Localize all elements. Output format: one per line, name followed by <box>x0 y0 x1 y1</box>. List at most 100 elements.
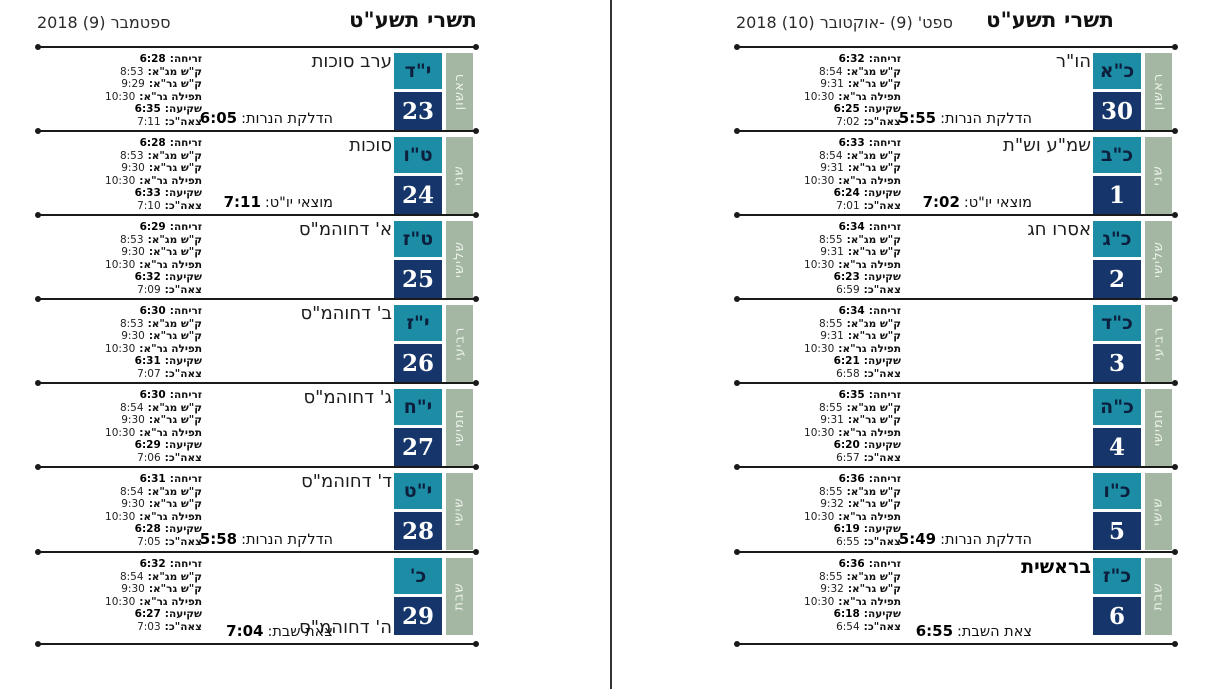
zman-label-shema_gra: ק"ש גר"א: <box>148 78 202 90</box>
zman-line: תפילה גר"א: 10:30 <box>738 511 901 524</box>
special-time-label: הדלקת הנרות: <box>940 532 1032 548</box>
special-time-value: 7:02 <box>922 193 960 211</box>
zman-value-shema_gra: 9:30 <box>121 583 145 595</box>
zman-value-shema_mga: 8:54 <box>818 65 843 78</box>
special-time-line: הדלקת הנרות:5:55 <box>899 108 1032 127</box>
hebrew-date-box: י"ט <box>394 473 442 509</box>
zman-label-shema_gra: ק"ש גר"א: <box>148 330 202 342</box>
zman-label-tefila_gra: תפילה גר"א: <box>139 510 202 523</box>
zman-value-sunrise: 6:34 <box>838 221 865 233</box>
zman-line: שקיעה: 6:25 <box>738 103 901 116</box>
zman-line: תפילה גר"א: 10:30 <box>39 596 202 609</box>
zman-label-tzeit: צאה"כ: <box>863 283 901 296</box>
weekday-label: חמישי <box>1150 408 1166 447</box>
zman-label-shema_mga: ק"ש מג"א: <box>147 485 202 498</box>
special-time-label: צאת השבת: <box>957 624 1032 640</box>
zman-value-tzeit: 7:01 <box>836 199 860 212</box>
zman-line: תפילה גר"א: 10:30 <box>39 343 202 356</box>
holiday-label: אסרו חג <box>1027 219 1091 240</box>
zman-value-shema_gra: 9:29 <box>121 78 145 90</box>
zmanim-times: זריחה: 6:34 ק"ש מג"א: 8:55 ק"ש גר"א: 9:31 תפיל… <box>738 221 901 296</box>
gregorian-date-box: 26 <box>394 344 442 382</box>
zman-line: שקיעה: 6:24 <box>738 187 901 200</box>
date-boxes: כ"ז 6 <box>1093 558 1141 635</box>
zman-label-sunset: שקיעה: <box>164 608 202 620</box>
zmanim-times: זריחה: 6:33 ק"ש מג"א: 8:54 ק"ש גר"א: 9:31 תפיל… <box>738 137 901 212</box>
zman-line: ק"ש מג"א: 8:53 <box>39 234 202 247</box>
zman-label-sunrise: זריחה: <box>169 473 202 485</box>
date-boxes: כ"ב 1 <box>1093 137 1141 214</box>
zman-value-shema_gra: 9:31 <box>820 330 844 342</box>
special-time-label: צאת שבת: <box>267 624 333 640</box>
zman-line: זריחה: 6:32 <box>39 558 202 571</box>
zman-value-sunrise: 6:28 <box>139 137 166 149</box>
date-boxes: י"ד 23 <box>394 53 442 130</box>
zman-label-shema_gra: ק"ש גר"א: <box>148 583 202 595</box>
page-gregorian-month-label: ספטמבר (9) 2018 <box>37 13 171 32</box>
zman-line: שקיעה: 6:18 <box>738 608 901 621</box>
special-time-line: צאת השבת:6:55 <box>916 621 1032 640</box>
zman-label-sunset: שקיעה: <box>863 439 901 451</box>
zman-label-tefila_gra: תפילה גר"א: <box>838 90 901 103</box>
zman-value-sunset: 6:35 <box>134 103 161 115</box>
zman-line: צאה"כ: 7:05 <box>39 536 202 549</box>
zmanim-times: זריחה: 6:36 ק"ש מג"א: 8:55 ק"ש גר"א: 9:32 תפיל… <box>738 558 901 633</box>
day-row: שלישי ט"ז 25 א' דחוהמ"ס זריחה: 6:29 ק"ש מג"א: 8… <box>37 215 477 299</box>
zman-line: תפילה גר"א: 10:30 <box>738 343 901 356</box>
weekday-tab: רביעי <box>1145 305 1172 382</box>
zman-label-shema_mga: ק"ש מג"א: <box>846 233 901 246</box>
zmanim-times: זריחה: 6:28 ק"ש מג"א: 8:53 ק"ש גר"א: 9:29 תפיל… <box>39 53 202 128</box>
zman-line: ק"ש גר"א: 9:30 <box>39 414 202 427</box>
zman-label-tzeit: צאה"כ: <box>164 283 202 296</box>
day-row: שבת כ' 29 ה' דחוהמ"ס זריחה: 6:32 ק"ש מג"א: 8:54… <box>37 552 477 644</box>
zman-value-shema_mga: 8:53 <box>119 317 144 330</box>
zman-label-sunset: שקיעה: <box>863 523 901 535</box>
date-boxes: כ"ה 4 <box>1093 389 1141 466</box>
zman-line: ק"ש מג"א: 8:55 <box>738 571 901 584</box>
special-time-line: הדלקת הנרות:5:58 <box>200 529 333 548</box>
day-row: שלישי כ"ג 2 אסרו חג זריחה: 6:34 ק"ש מג"א: 8:55 ק… <box>736 215 1176 299</box>
zman-value-shema_gra: 9:31 <box>820 162 844 174</box>
zman-line: זריחה: 6:28 <box>39 53 202 66</box>
row-separator-line <box>35 296 479 302</box>
row-separator-line <box>35 44 479 50</box>
special-time-value: 7:11 <box>223 193 261 211</box>
hebrew-date-box: כ"ד <box>1093 305 1141 341</box>
holiday-label: ערב סוכות <box>311 51 392 72</box>
zman-label-sunrise: זריחה: <box>868 558 901 570</box>
weekday-tab: שלישי <box>1145 221 1172 298</box>
zman-value-tzeit: 7:05 <box>137 535 161 548</box>
special-time-value: 5:49 <box>898 530 937 548</box>
zman-label-tzeit: צאה"כ: <box>164 199 202 212</box>
day-row: שני ט"ו 24 סוכות זריחה: 6:28 ק"ש מג"א: 8:53 ק"ש … <box>37 131 477 215</box>
weekday-tab: שישי <box>1145 473 1172 550</box>
page-title-hebrew-month: תשרי תשע"ט <box>986 8 1114 32</box>
zman-value-sunrise: 6:36 <box>838 473 865 485</box>
zman-value-sunrise: 6:33 <box>838 137 865 149</box>
zmanim-times: זריחה: 6:36 ק"ש מג"א: 8:55 ק"ש גר"א: 9:32 תפיל… <box>738 473 901 548</box>
row-separator-line <box>35 549 479 555</box>
zman-line: זריחה: 6:36 <box>738 473 901 486</box>
zman-label-tefila_gra: תפילה גר"א: <box>139 342 202 355</box>
weekday-label: שני <box>452 165 468 186</box>
zman-value-tzeit: 6:58 <box>836 367 860 380</box>
weekday-tab: שלישי <box>446 221 473 298</box>
hebrew-date-box: ט"ז <box>394 221 442 257</box>
zman-line: ק"ש מג"א: 8:53 <box>39 66 202 79</box>
zman-label-shema_mga: ק"ש מג"א: <box>147 401 202 414</box>
zman-value-tzeit: 7:10 <box>137 199 161 212</box>
zman-value-tefila_gra: 10:30 <box>804 342 835 355</box>
zman-value-shema_gra: 9:30 <box>121 330 145 342</box>
holiday-label: ב' דחוהמ"ס <box>300 303 392 324</box>
weekday-label: רביעי <box>452 326 467 361</box>
zman-value-shema_mga: 8:54 <box>119 570 144 583</box>
zman-label-shema_gra: ק"ש גר"א: <box>847 330 901 342</box>
zman-label-shema_mga: ק"ש מג"א: <box>846 149 901 162</box>
special-time-label: הדלקת הנרות: <box>241 111 333 127</box>
zman-value-shema_mga: 8:55 <box>818 485 843 498</box>
zman-value-tefila_gra: 10:30 <box>105 595 136 608</box>
day-row: חמישי כ"ה 4 זריחה: 6:35 ק"ש מג"א: 8:55 ק"ש גר"א… <box>736 383 1176 467</box>
zman-label-shema_gra: ק"ש גר"א: <box>148 162 202 174</box>
zman-value-tefila_gra: 10:30 <box>804 258 835 271</box>
special-time-line: מוצאי יו"ט:7:11 <box>224 192 333 211</box>
